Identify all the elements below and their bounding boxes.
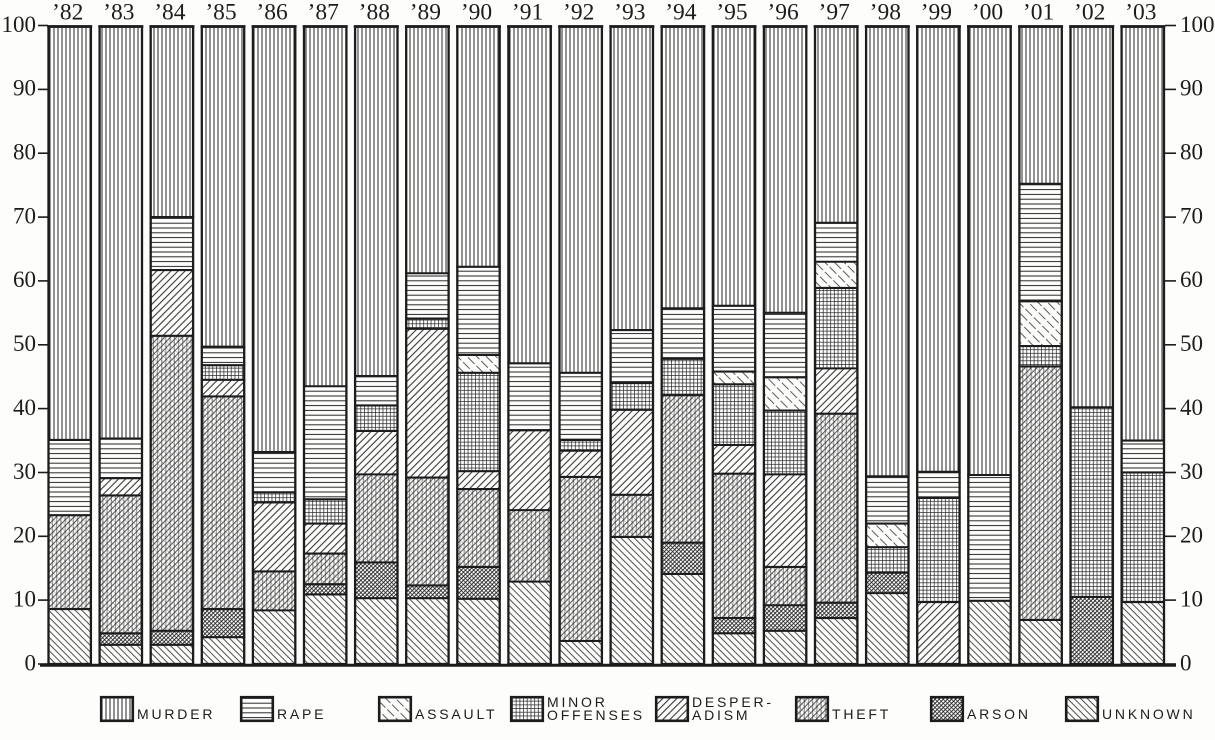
svg-text:’85: ’85: [205, 0, 236, 26]
svg-text:ADISM: ADISM: [692, 707, 750, 723]
svg-text:60: 60: [13, 267, 36, 292]
svg-text:’82: ’82: [52, 0, 83, 26]
svg-text:’95: ’95: [716, 0, 747, 26]
svg-text:’98: ’98: [870, 0, 901, 26]
svg-text:90: 90: [13, 76, 36, 101]
svg-text:20: 20: [1180, 523, 1203, 548]
svg-text:’02: ’02: [1074, 0, 1105, 26]
svg-text:40: 40: [1180, 395, 1203, 420]
svg-text:THEFT: THEFT: [832, 706, 891, 722]
svg-text:50: 50: [13, 331, 36, 356]
svg-text:’89: ’89: [410, 0, 441, 26]
svg-text:’93: ’93: [614, 0, 645, 26]
svg-text:0: 0: [25, 650, 37, 675]
svg-text:’88: ’88: [359, 0, 390, 26]
svg-text:’94: ’94: [665, 0, 697, 26]
svg-text:30: 30: [13, 459, 36, 484]
svg-text:70: 70: [1180, 203, 1203, 228]
svg-text:10: 10: [13, 586, 36, 611]
svg-text:10: 10: [1180, 586, 1203, 611]
svg-text:OFFENSES: OFFENSES: [547, 707, 645, 723]
svg-text:’99: ’99: [921, 0, 952, 26]
svg-text:100: 100: [1180, 12, 1215, 37]
svg-text:RAPE: RAPE: [277, 706, 326, 722]
svg-text:0: 0: [1180, 650, 1192, 675]
svg-text:60: 60: [1180, 267, 1203, 292]
svg-text:MINOR: MINOR: [547, 694, 608, 710]
svg-text:’90: ’90: [461, 0, 492, 26]
svg-text:DESPER-: DESPER-: [692, 694, 774, 710]
svg-text:’86: ’86: [256, 0, 288, 26]
svg-text:’83: ’83: [103, 0, 134, 26]
svg-text:’91: ’91: [512, 0, 543, 26]
svg-text:MURDER: MURDER: [137, 706, 215, 722]
svg-text:’00: ’00: [972, 0, 1003, 26]
svg-text:ASSAULT: ASSAULT: [415, 706, 497, 722]
svg-text:ARSON: ARSON: [967, 706, 1031, 722]
svg-text:’96: ’96: [767, 0, 799, 26]
svg-text:90: 90: [1180, 76, 1203, 101]
svg-text:’87: ’87: [308, 0, 340, 26]
svg-text:80: 80: [13, 139, 36, 164]
svg-text:100: 100: [2, 12, 37, 37]
svg-text:30: 30: [1180, 459, 1203, 484]
svg-text:’97: ’97: [819, 0, 851, 26]
svg-text:UNKNOWN: UNKNOWN: [1102, 706, 1195, 722]
svg-text:50: 50: [1180, 331, 1203, 356]
svg-text:’03: ’03: [1125, 0, 1156, 26]
svg-text:40: 40: [13, 395, 36, 420]
svg-text:20: 20: [13, 523, 36, 548]
svg-text:’92: ’92: [563, 0, 594, 26]
svg-text:’84: ’84: [154, 0, 186, 26]
svg-text:70: 70: [13, 203, 36, 228]
svg-text:80: 80: [1180, 139, 1203, 164]
svg-text:’01: ’01: [1023, 0, 1054, 26]
